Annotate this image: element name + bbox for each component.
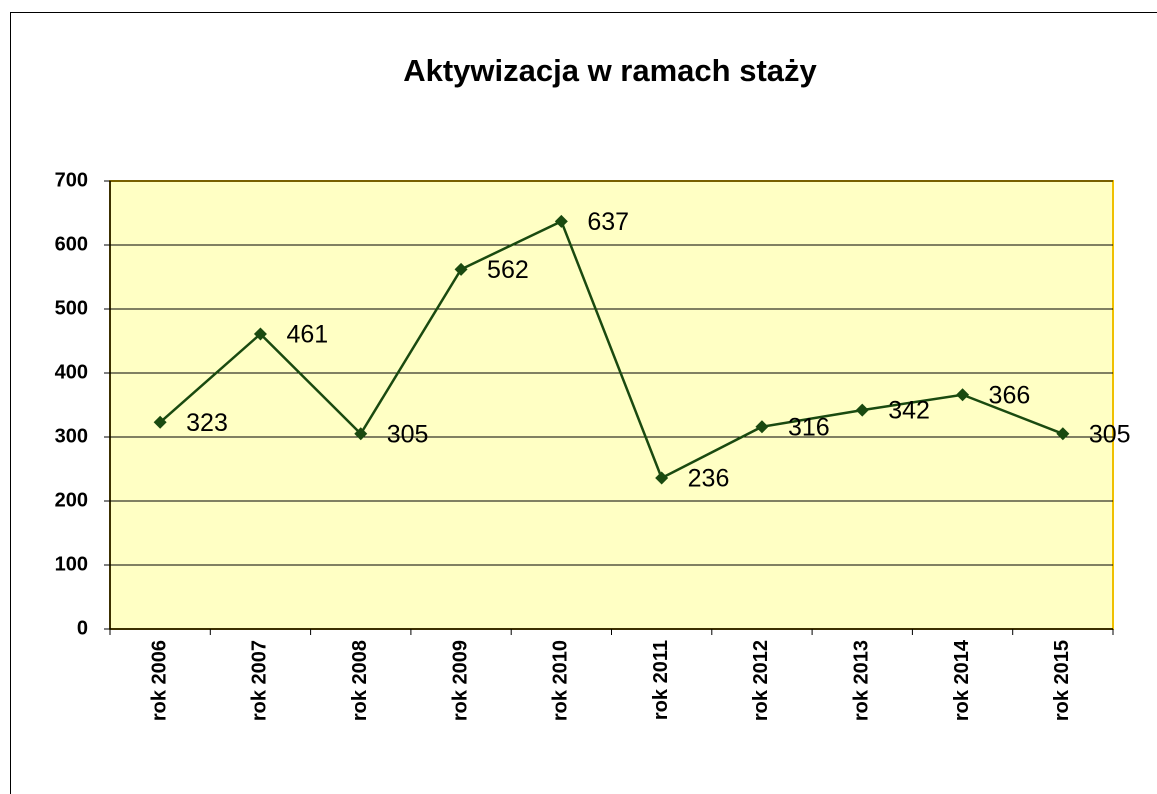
y-tick-label: 700 [55, 169, 88, 191]
chart-title: Aktywizacja w ramach staży [403, 53, 817, 88]
data-label: 366 [989, 381, 1031, 409]
data-label: 461 [286, 321, 328, 349]
y-tick-label: 400 [55, 361, 88, 383]
data-label: 305 [387, 420, 429, 448]
y-tick-label: 600 [55, 233, 88, 255]
y-tick-label: 200 [55, 489, 88, 511]
data-label: 236 [688, 465, 730, 493]
x-tick-label: rok 2006 [148, 640, 170, 721]
y-tick-label: 300 [55, 425, 88, 447]
data-label: 562 [487, 256, 529, 284]
marker [755, 420, 769, 434]
x-tick-label: rok 2011 [650, 640, 672, 720]
marker [354, 427, 368, 441]
x-tick-label: rok 2010 [550, 640, 572, 721]
x-tick-label: rok 2009 [449, 640, 471, 721]
data-label: 637 [587, 208, 629, 236]
marker [956, 388, 970, 402]
x-tick-label: rok 2012 [750, 640, 772, 721]
data-line [159, 219, 1064, 480]
x-tick-label: rok 2013 [851, 640, 873, 721]
y-tick-label: 0 [77, 617, 88, 639]
marker [554, 214, 568, 228]
data-label: 316 [788, 413, 830, 441]
data-label: 342 [888, 397, 930, 425]
x-tick-label: rok 2014 [951, 639, 973, 721]
y-tick-label: 500 [55, 297, 88, 319]
x-tick-label: rok 2008 [349, 640, 371, 721]
marker [253, 327, 267, 341]
data-label: 305 [1089, 420, 1131, 448]
plot-area [109, 180, 1114, 630]
marker [1056, 427, 1070, 441]
marker [655, 471, 669, 485]
marker [855, 403, 869, 417]
marker [454, 262, 468, 276]
x-tick-label: rok 2007 [249, 640, 271, 721]
y-tick-label: 100 [55, 553, 88, 575]
x-tick-label: rok 2015 [1051, 640, 1073, 721]
marker [153, 415, 167, 429]
data-label: 323 [186, 409, 228, 437]
